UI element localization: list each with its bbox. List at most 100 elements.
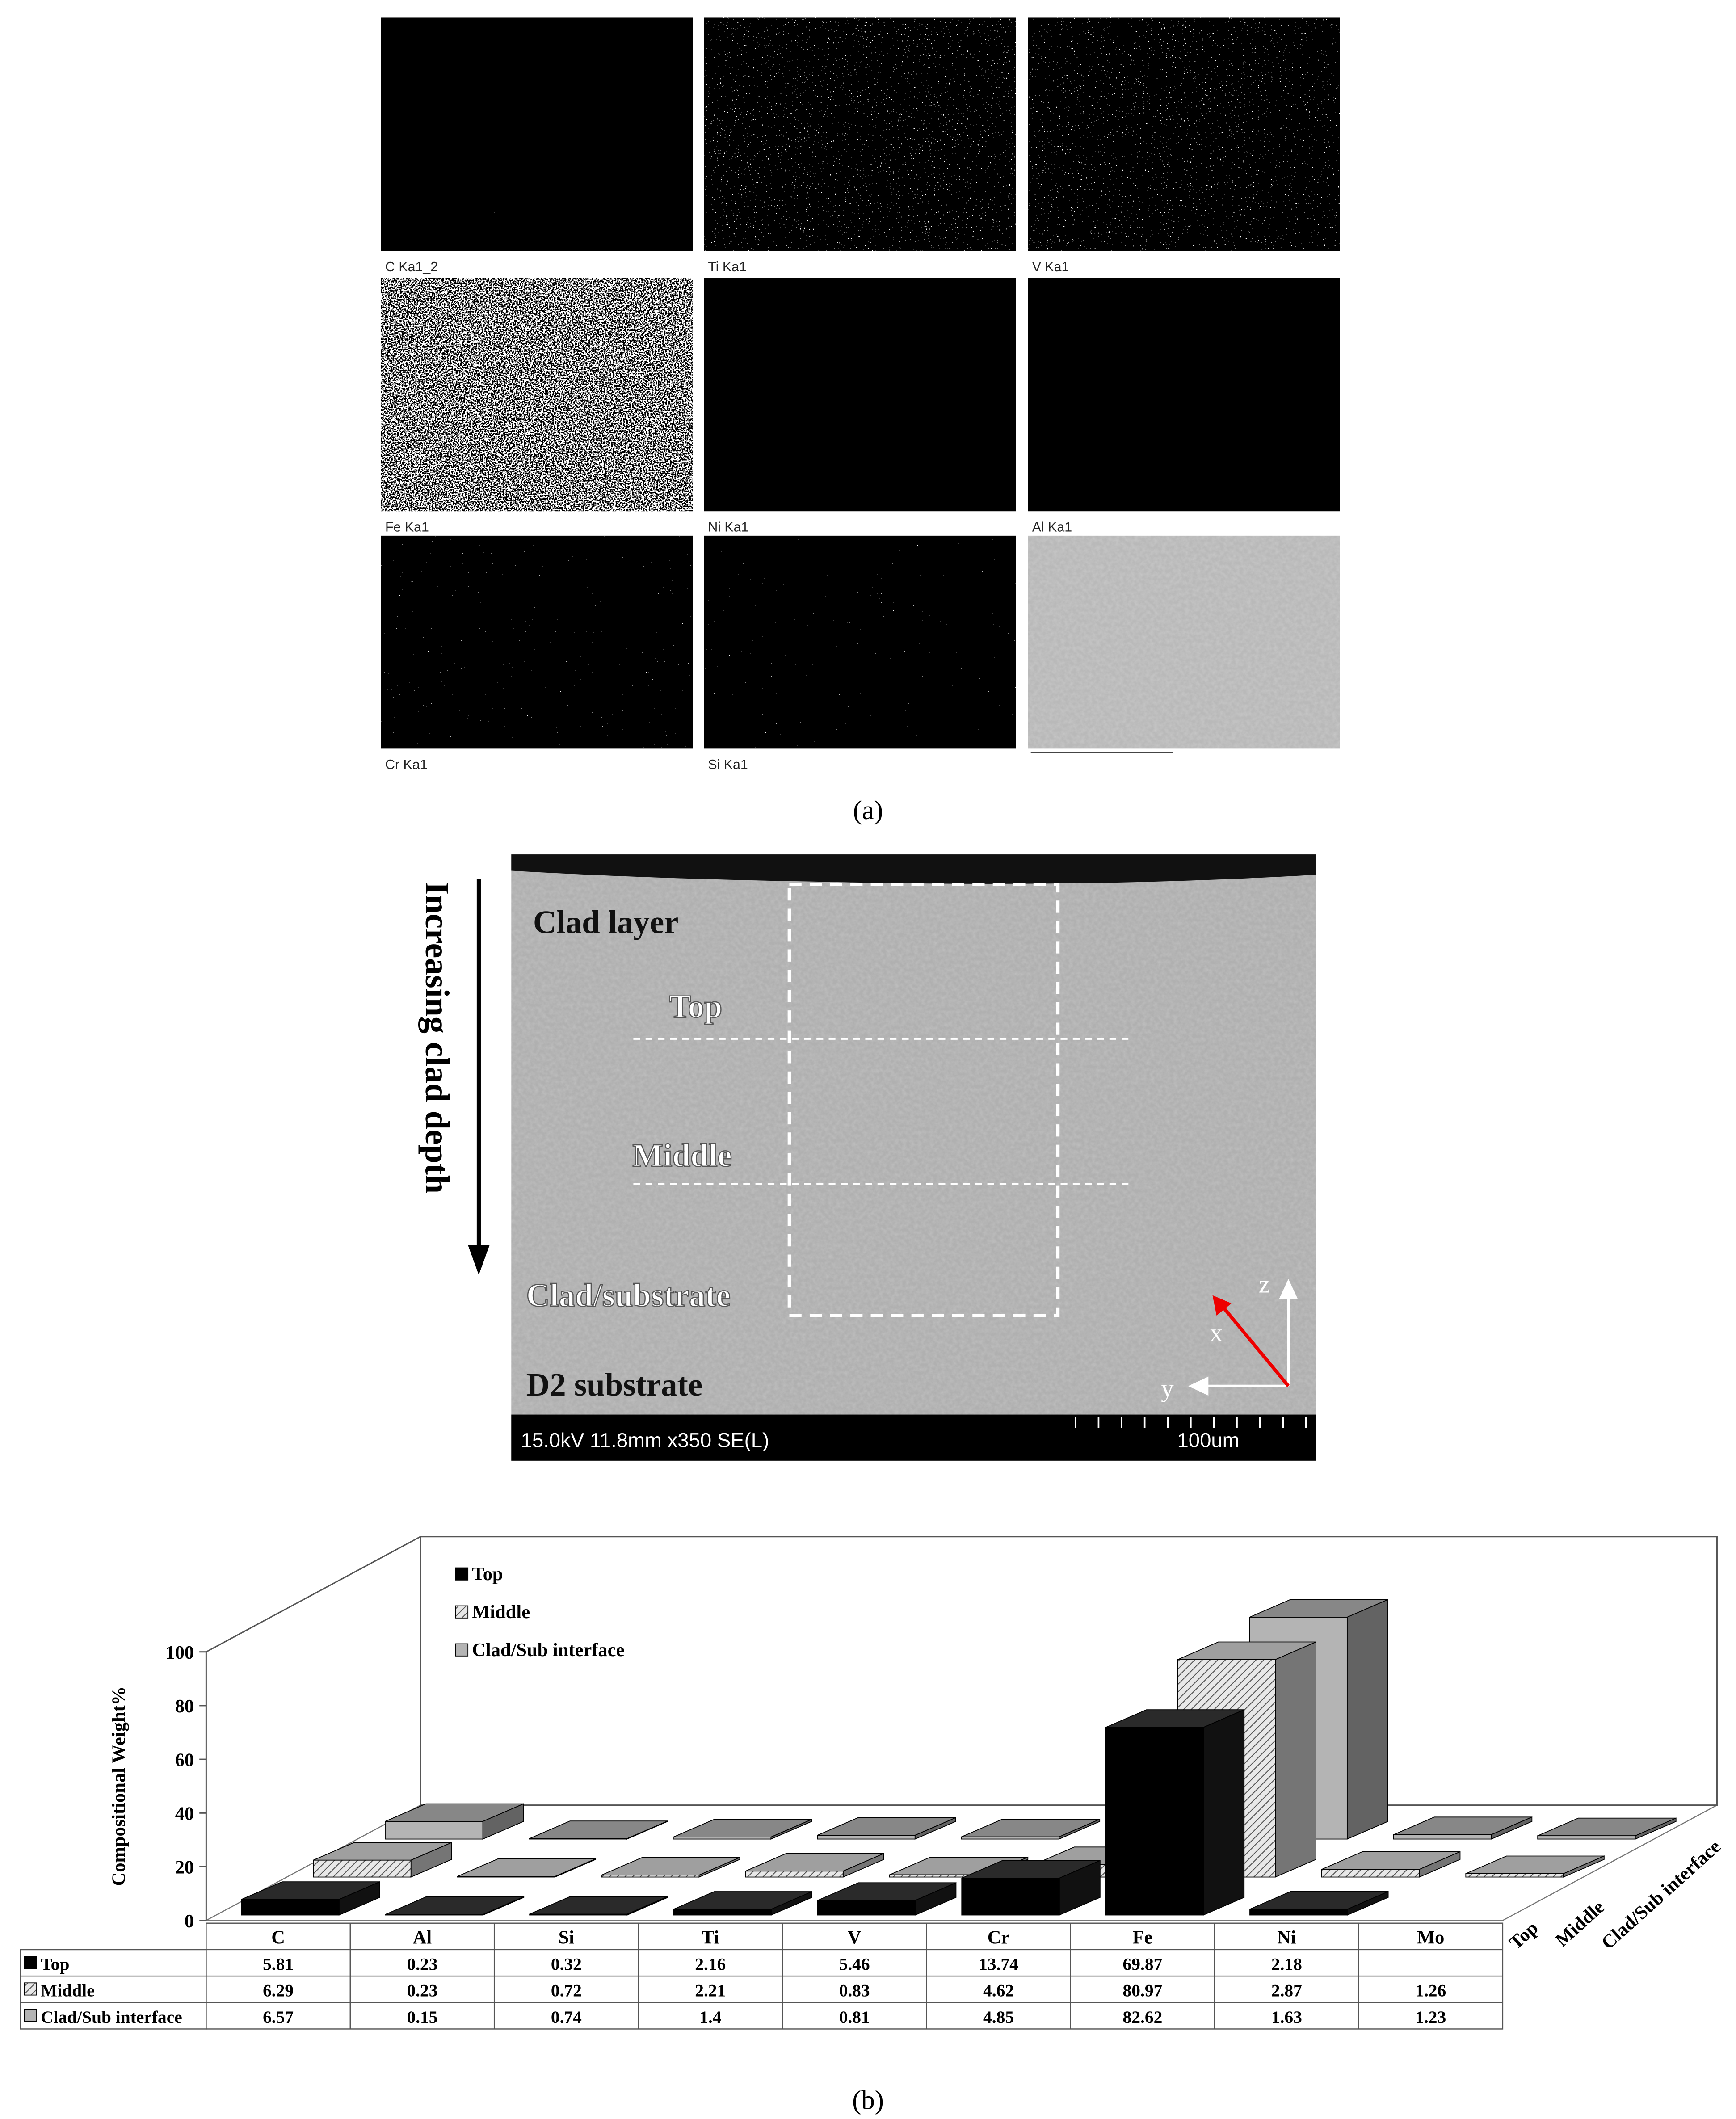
- wall-edge: [206, 1536, 421, 1653]
- bar-front: [745, 1871, 844, 1878]
- bar-front: [241, 1899, 340, 1916]
- electron-image: [1028, 535, 1340, 753]
- bar: [961, 1818, 1101, 1840]
- map-label: Fe Ka1: [385, 520, 429, 535]
- table-value: 5.46: [839, 1954, 870, 1974]
- table-value: 0.23: [407, 1981, 437, 2001]
- bar-front: [1465, 1873, 1564, 1878]
- table-value: 0.15: [407, 2007, 437, 2027]
- depth-label: Middle: [1551, 1896, 1609, 1951]
- legend-label: Middle: [472, 1602, 530, 1623]
- scale-ticks: [1075, 1417, 1307, 1428]
- map-label: Ni Ka1: [708, 520, 748, 535]
- map-label: Si Ka1: [708, 757, 748, 772]
- table-swatch: [24, 1982, 37, 1996]
- bar-front: [529, 1913, 628, 1916]
- region-label: Middle: [632, 1137, 732, 1173]
- bar-side: [1203, 1709, 1245, 1916]
- caption-a: (a): [853, 795, 883, 825]
- category-label: Ti: [702, 1927, 719, 1948]
- bar: [385, 1896, 525, 1916]
- bar-side: [1346, 1599, 1388, 1840]
- table-value: 80.97: [1123, 1981, 1163, 2001]
- table-value: 6.29: [263, 1981, 294, 2001]
- category-label: Fe: [1133, 1927, 1153, 1948]
- sem-top-edge: [511, 854, 1316, 884]
- table-value: 82.62: [1123, 2007, 1163, 2027]
- bar-front: [313, 1859, 412, 1878]
- category-label: Si: [559, 1927, 575, 1948]
- table-value: 2.16: [695, 1954, 726, 1974]
- table-value: 0.83: [839, 1981, 870, 2001]
- table-swatch: [24, 1956, 37, 1969]
- legend-swatch: [455, 1643, 469, 1657]
- bar: [241, 1881, 380, 1916]
- bar: [1393, 1816, 1533, 1840]
- axis-label: z: [1259, 1270, 1270, 1298]
- table-swatch: [24, 2009, 37, 2022]
- bar: [385, 1803, 524, 1840]
- data-table: C Al Si Ti V Cr Fe Ni Mo Top 5.81 0.23 0.32 2.16 5.46 1…: [20, 1922, 1504, 2030]
- legend-label: Clad/Sub interface: [472, 1640, 624, 1661]
- bar: [529, 1820, 668, 1840]
- map-label: Ti Ka1: [708, 260, 747, 274]
- bar-front: [601, 1875, 700, 1878]
- analysis-box: [787, 883, 1060, 1317]
- region-label: D2 substrate: [526, 1366, 702, 1403]
- map-label: C Ka1_2: [385, 260, 438, 274]
- y-tick-label: 0: [185, 1911, 194, 1932]
- map-speckle: [381, 17, 693, 251]
- map-speckle: [1028, 278, 1340, 512]
- sem-info-bar: [511, 1414, 1316, 1461]
- table-value: 2.87: [1271, 1981, 1302, 2001]
- table-value: 1.4: [699, 2007, 721, 2027]
- caption-b: (b): [852, 2085, 884, 2115]
- bar: [313, 1842, 452, 1878]
- bar: [1105, 1709, 1245, 1916]
- category-label: Ni: [1277, 1927, 1296, 1948]
- table-row-label: Top: [41, 1954, 69, 1974]
- bar: [1537, 1817, 1677, 1840]
- bar: [817, 1882, 957, 1916]
- bar-front: [817, 1835, 916, 1840]
- bar: [817, 1817, 956, 1840]
- sem-info: 15.0kV 11.8mm x350 SE(L): [521, 1429, 769, 1451]
- axes-triad: [1188, 1279, 1298, 1396]
- bar: [961, 1860, 1101, 1916]
- table-value: 5.81: [263, 1954, 294, 1974]
- map-speckle: [381, 535, 693, 749]
- y-axis-label: Compositional Weight%: [108, 1686, 129, 1886]
- table-value: 4.62: [983, 1981, 1014, 2001]
- table-value: 13.74: [979, 1954, 1018, 1974]
- legend-swatch: [455, 1605, 469, 1619]
- sem-texture: [511, 854, 1316, 1461]
- bar-side: [1275, 1641, 1316, 1878]
- table-row-label: Middle: [41, 1981, 95, 2001]
- sem-image: 15.0kV 11.8mm x350 SE(L) 100um Clad laye…: [511, 854, 1316, 1461]
- table-value: 2.18: [1271, 1954, 1302, 1974]
- table-value: 0.23: [407, 1954, 437, 1974]
- depth-label: Increasing clad depth: [418, 882, 456, 1194]
- map-label: Cr Ka1: [385, 757, 427, 772]
- y-tick-label: 80: [175, 1696, 194, 1717]
- map-speckle: [704, 17, 1016, 251]
- region-label: Top: [669, 988, 723, 1024]
- image-texture: [1028, 535, 1340, 749]
- bar-front: [1537, 1835, 1636, 1840]
- region-label: Clad/substrate: [526, 1277, 731, 1313]
- table-value: 6.57: [263, 2007, 294, 2027]
- table-value: 2.21: [695, 1981, 726, 2001]
- depth-arrow-head: [468, 1245, 490, 1275]
- bar-front: [673, 1909, 772, 1916]
- bar: [673, 1819, 812, 1840]
- panel-a: C Ka1_2 Ti Ka1 V Ka1 Fe Ka1 Ni Ka1 Al Ka1 Cr K…: [381, 17, 1340, 772]
- table-value: 0.32: [551, 1954, 582, 1974]
- depth-label: Top: [1505, 1917, 1543, 1954]
- back-wall: [420, 1536, 1718, 1806]
- table-value: 69.87: [1123, 1954, 1163, 1974]
- y-tick-label: 40: [175, 1803, 194, 1824]
- bar-front: [1249, 1909, 1348, 1916]
- legend-label: Top: [472, 1564, 503, 1585]
- table-value: 0.74: [551, 2007, 582, 2027]
